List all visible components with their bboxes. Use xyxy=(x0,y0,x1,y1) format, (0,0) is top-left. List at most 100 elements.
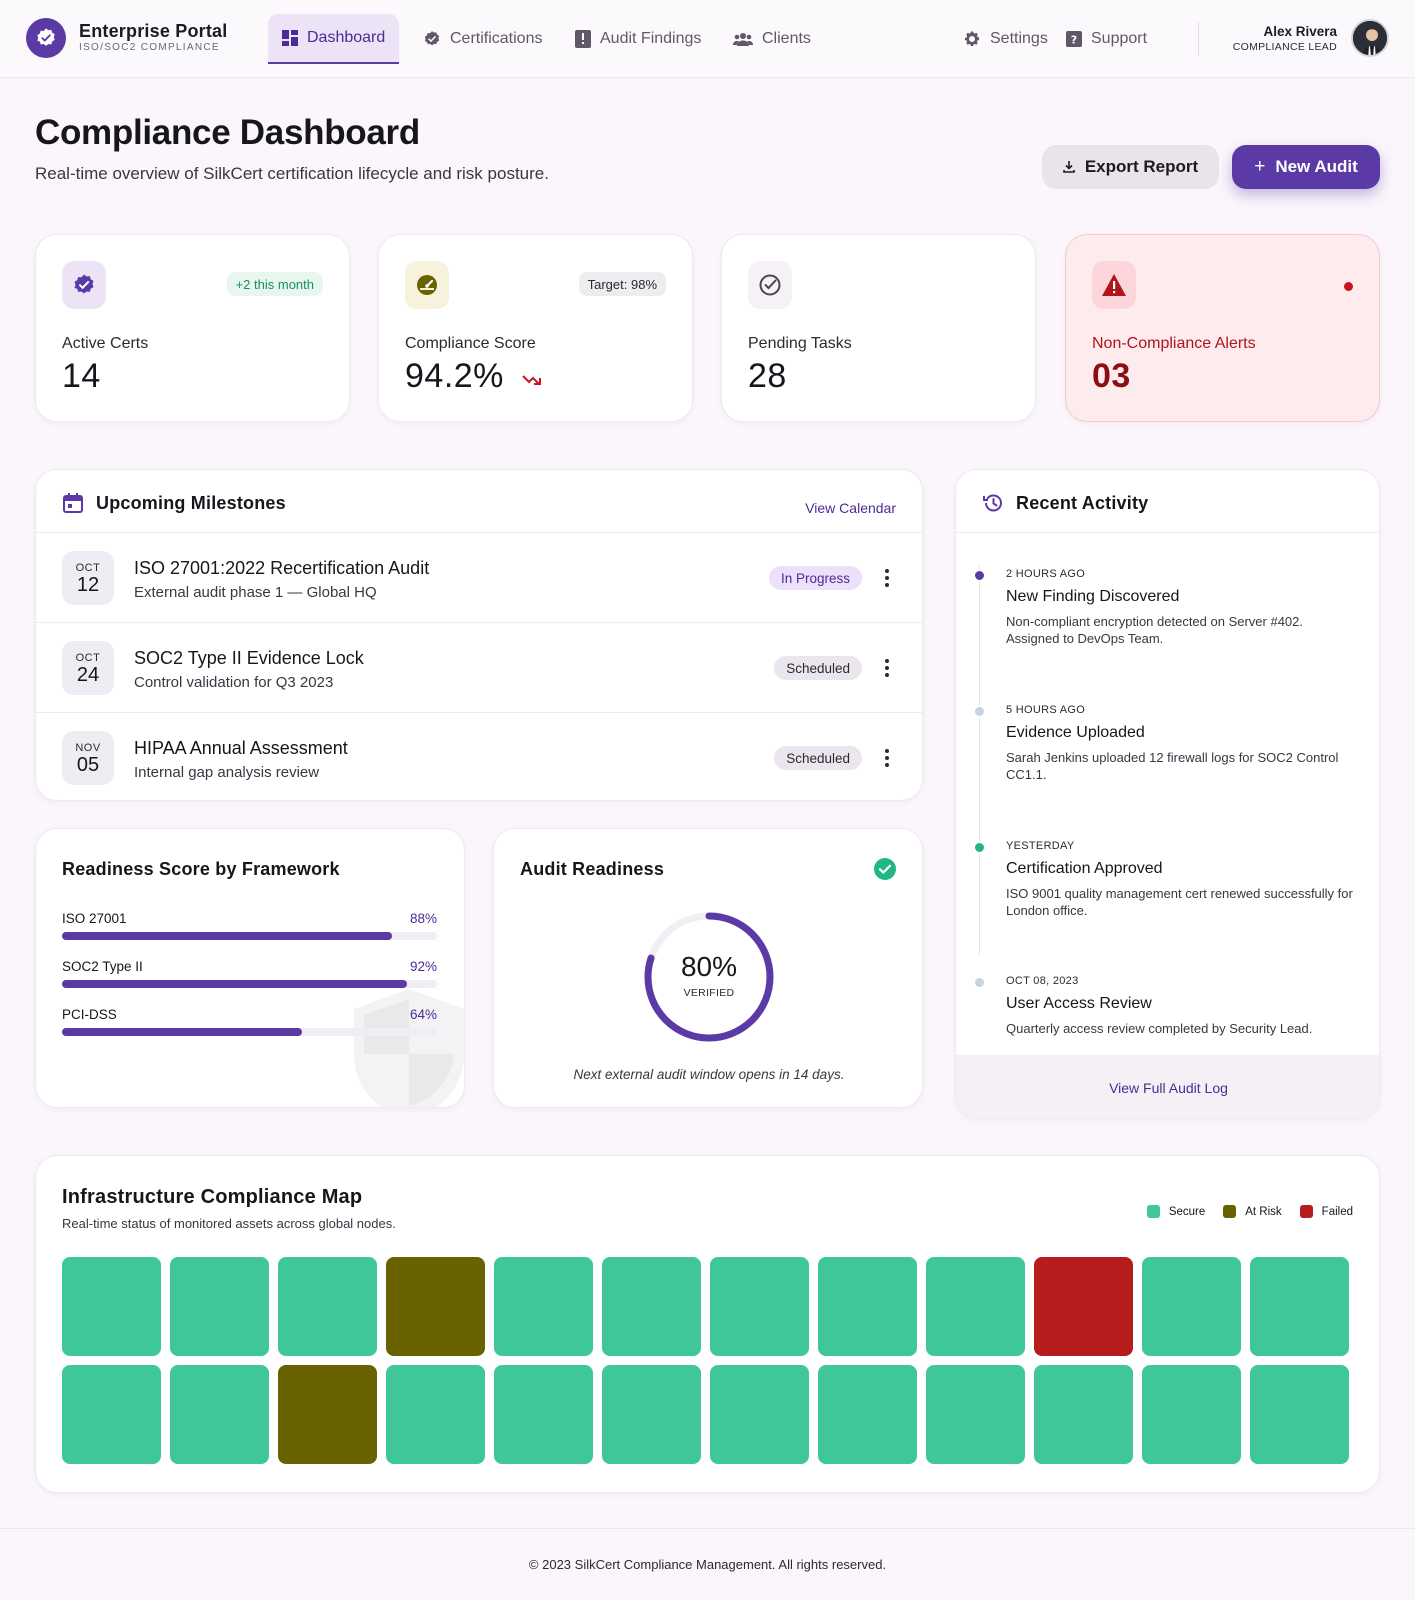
nav-settings[interactable]: Settings xyxy=(963,14,1048,64)
asset-tile[interactable] xyxy=(1250,1365,1349,1464)
status-badge: Scheduled xyxy=(774,656,862,680)
asset-tile[interactable] xyxy=(170,1257,269,1356)
asset-tile[interactable] xyxy=(62,1257,161,1356)
svg-text:?: ? xyxy=(1071,34,1077,47)
asset-tile[interactable] xyxy=(818,1257,917,1356)
timeline-dot xyxy=(973,569,986,582)
milestone-title: SOC2 Type II Evidence Lock xyxy=(134,648,364,668)
stat-card-non-compliance-alerts[interactable]: Non-Compliance Alerts 03 xyxy=(1065,234,1380,422)
nav-dashboard[interactable]: Dashboard xyxy=(268,14,400,64)
asset-tile[interactable] xyxy=(1034,1365,1133,1464)
warning-icon xyxy=(1092,261,1136,309)
date-day: 12 xyxy=(76,574,100,596)
milestone-title: HIPAA Annual Assessment xyxy=(134,738,348,758)
milestone-subtitle: External audit phase 1 — Global HQ xyxy=(134,584,377,601)
asset-tile[interactable] xyxy=(386,1257,485,1356)
timeline-dot xyxy=(973,976,986,989)
nav-divider xyxy=(1198,22,1199,56)
nav-clients[interactable]: Clients xyxy=(733,14,811,64)
status-badge: Scheduled xyxy=(774,746,862,770)
asset-tile[interactable] xyxy=(926,1257,1025,1356)
more-options-icon[interactable] xyxy=(884,656,890,680)
progress-track xyxy=(62,932,437,940)
asset-tile[interactable] xyxy=(818,1365,917,1464)
report-icon xyxy=(575,30,591,48)
milestone-row[interactable]: NOV 05 HIPAA Annual Assessment Internal … xyxy=(36,712,924,802)
page-title: Compliance Dashboard xyxy=(35,113,420,152)
date-month: OCT xyxy=(75,562,101,574)
asset-tile[interactable] xyxy=(494,1257,593,1356)
asset-tile[interactable] xyxy=(386,1365,485,1464)
asset-tile[interactable] xyxy=(1142,1365,1241,1464)
footer: © 2023 SilkCert Compliance Management. A… xyxy=(0,1528,1415,1600)
asset-tile[interactable] xyxy=(602,1257,701,1356)
verified-badge-icon xyxy=(424,31,440,46)
date-chip: NOV 05 xyxy=(62,731,114,785)
stat-card-active-certs[interactable]: +2 this month Active Certs 14 xyxy=(35,234,350,422)
stat-label: Compliance Score xyxy=(405,335,536,352)
nav-certifications[interactable]: Certifications xyxy=(423,14,542,64)
asset-tile[interactable] xyxy=(926,1365,1025,1464)
framework-name: ISO 27001 xyxy=(62,911,127,926)
brand[interactable]: Enterprise Portal ISO/SOC2 COMPLIANCE xyxy=(26,18,227,58)
milestone-row[interactable]: OCT 12 ISO 27001:2022 Recertification Au… xyxy=(36,532,924,622)
date-chip: OCT 24 xyxy=(62,641,114,695)
activity-title: Certification Approved xyxy=(1006,860,1163,877)
nav-support-label: Support xyxy=(1091,30,1148,47)
user-menu[interactable]: Alex Rivera COMPLIANCE LEAD xyxy=(1233,19,1389,57)
activity-desc: Quarterly access review completed by Sec… xyxy=(1006,1021,1313,1036)
framework-name: SOC2 Type II xyxy=(62,959,143,974)
progress-fill xyxy=(62,980,407,988)
asset-tile[interactable] xyxy=(62,1365,161,1464)
download-icon xyxy=(1063,161,1075,173)
stat-value: 94.2% xyxy=(405,357,542,396)
legend-item: Secure xyxy=(1146,1205,1205,1218)
stat-card-compliance-score[interactable]: Target: 98% Compliance Score 94.2% xyxy=(378,234,693,422)
activity-time: 2 HOURS AGO xyxy=(1006,568,1086,580)
more-options-icon[interactable] xyxy=(884,566,890,590)
asset-tile[interactable] xyxy=(710,1365,809,1464)
new-audit-button[interactable]: + New Audit xyxy=(1232,145,1380,189)
progress-track xyxy=(62,980,437,988)
activity-footer: View Full Audit Log xyxy=(956,1055,1379,1118)
view-full-audit-log-link[interactable]: View Full Audit Log xyxy=(1109,1079,1228,1096)
brand-title: Enterprise Portal xyxy=(79,21,228,41)
date-chip: OCT 12 xyxy=(62,551,114,605)
calendar-icon xyxy=(63,493,83,513)
asset-tile[interactable] xyxy=(1250,1257,1349,1356)
activity-title: User Access Review xyxy=(1006,995,1152,1012)
view-calendar-link[interactable]: View Calendar xyxy=(805,500,896,516)
asset-tile[interactable] xyxy=(602,1365,701,1464)
asset-tile[interactable] xyxy=(278,1257,377,1356)
activity-title: Evidence Uploaded xyxy=(1006,724,1145,741)
asset-tile[interactable] xyxy=(1142,1257,1241,1356)
legend-label: At Risk xyxy=(1245,1205,1282,1218)
activity-time: 5 HOURS AGO xyxy=(1006,704,1086,716)
nav-audit-findings[interactable]: Audit Findings xyxy=(575,14,701,64)
framework-pct: 64% xyxy=(409,1007,437,1022)
milestone-row[interactable]: OCT 24 SOC2 Type II Evidence Lock Contro… xyxy=(36,622,924,712)
footer-text: © 2023 SilkCert Compliance Management. A… xyxy=(528,1557,887,1572)
check-circle-icon xyxy=(748,261,792,309)
legend-swatch xyxy=(1299,1205,1313,1218)
activity-time: OCT 08, 2023 xyxy=(1006,975,1079,987)
asset-tile[interactable] xyxy=(494,1365,593,1464)
more-options-icon[interactable] xyxy=(884,746,890,770)
help-icon: ? xyxy=(1066,31,1082,47)
stat-card-pending-tasks[interactable]: Pending Tasks 28 xyxy=(721,234,1036,422)
nav-support[interactable]: ? Support xyxy=(1066,14,1147,64)
activity-time: YESTERDAY xyxy=(1006,840,1075,852)
asset-tile[interactable] xyxy=(170,1365,269,1464)
export-report-button[interactable]: Export Report xyxy=(1042,145,1219,189)
trending-down-icon xyxy=(522,375,541,385)
legend: Secure At Risk Failed xyxy=(1129,1205,1353,1218)
avatar[interactable] xyxy=(1351,19,1389,57)
readiness-by-framework-panel: Readiness Score by Framework ISO 27001 8… xyxy=(35,828,465,1108)
readiness-ring-arc xyxy=(644,912,774,1042)
audit-readiness-title: Audit Readiness xyxy=(520,859,665,879)
timeline-line xyxy=(979,565,980,955)
asset-tile[interactable] xyxy=(1034,1257,1133,1356)
asset-tile[interactable] xyxy=(710,1257,809,1356)
timeline-dot xyxy=(973,705,986,718)
asset-tile[interactable] xyxy=(278,1365,377,1464)
